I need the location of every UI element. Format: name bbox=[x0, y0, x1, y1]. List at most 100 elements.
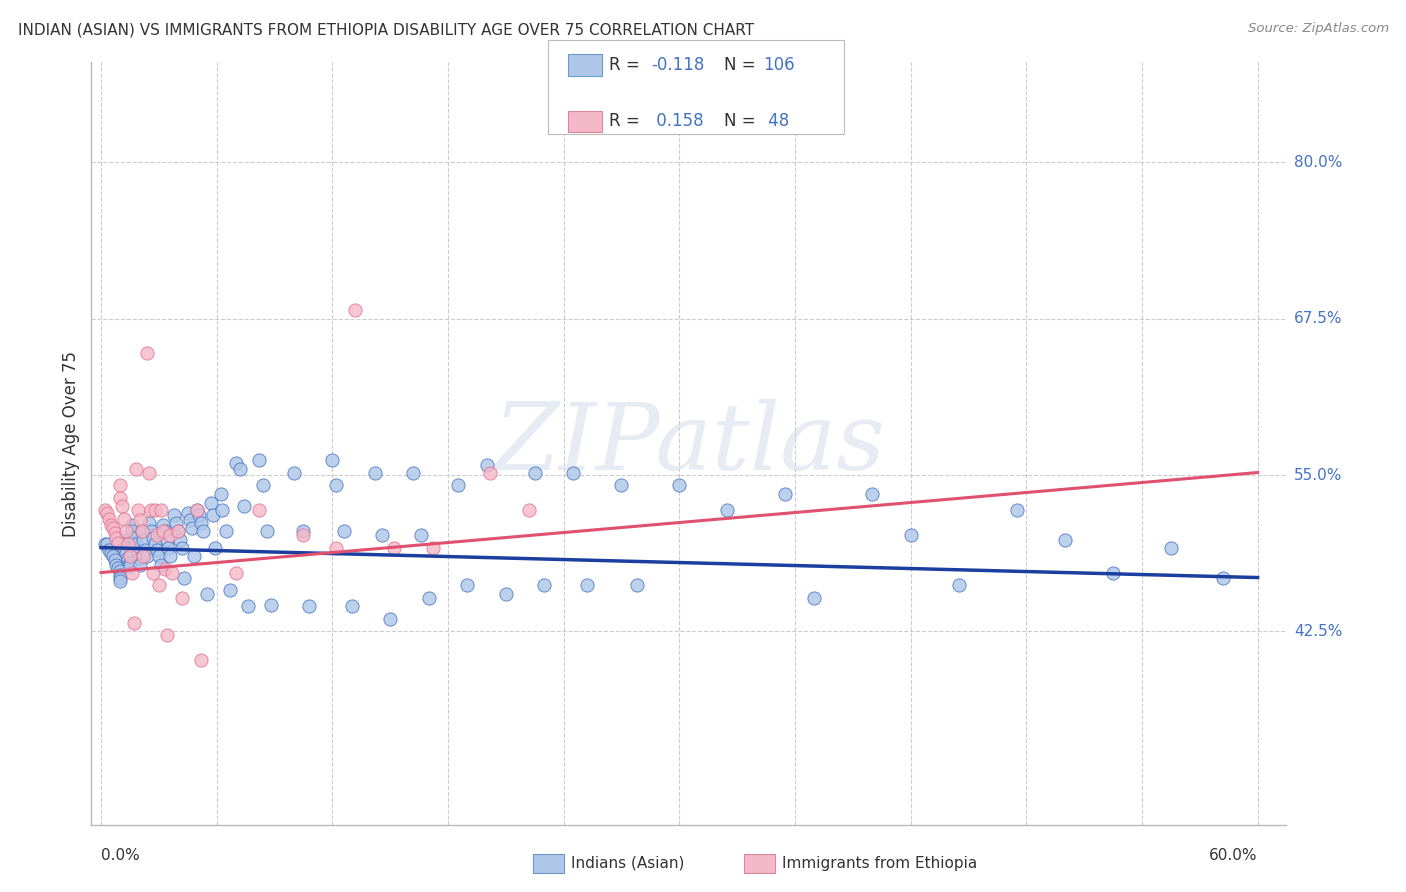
Point bbox=[446, 478, 468, 492]
Point bbox=[115, 545, 138, 559]
Point bbox=[153, 524, 176, 539]
Point bbox=[153, 562, 176, 576]
Point bbox=[201, 508, 224, 522]
Point bbox=[402, 466, 425, 480]
Point bbox=[149, 558, 172, 572]
Text: Immigrants from Ethiopia: Immigrants from Ethiopia bbox=[782, 856, 977, 871]
Point bbox=[803, 591, 825, 605]
Point bbox=[94, 503, 117, 517]
Point bbox=[152, 524, 174, 539]
Point bbox=[117, 537, 139, 551]
Point bbox=[252, 478, 274, 492]
Point bbox=[167, 524, 190, 539]
Point bbox=[344, 303, 367, 318]
Point bbox=[112, 537, 135, 551]
Point bbox=[1005, 503, 1028, 517]
Point bbox=[409, 528, 432, 542]
Y-axis label: Disability Age Over 75: Disability Age Over 75 bbox=[62, 351, 80, 537]
Point bbox=[333, 524, 356, 539]
Point bbox=[517, 503, 540, 517]
Point bbox=[283, 466, 305, 480]
Point bbox=[118, 549, 141, 564]
Point bbox=[138, 516, 160, 530]
Point bbox=[112, 541, 135, 555]
Point bbox=[107, 535, 129, 549]
Point bbox=[121, 518, 143, 533]
Point bbox=[169, 533, 191, 547]
Point bbox=[475, 458, 498, 472]
Point bbox=[177, 506, 200, 520]
Point bbox=[122, 615, 145, 630]
Point bbox=[259, 598, 281, 612]
Point bbox=[142, 566, 165, 580]
Text: 0.158: 0.158 bbox=[651, 112, 703, 130]
Text: -0.118: -0.118 bbox=[651, 56, 704, 74]
Point bbox=[183, 549, 205, 564]
Text: N =: N = bbox=[724, 112, 761, 130]
Point bbox=[256, 524, 278, 539]
Point bbox=[110, 574, 132, 589]
Text: INDIAN (ASIAN) VS IMMIGRANTS FROM ETHIOPIA DISABILITY AGE OVER 75 CORRELATION CH: INDIAN (ASIAN) VS IMMIGRANTS FROM ETHIOP… bbox=[18, 22, 755, 37]
Text: 55.0%: 55.0% bbox=[1294, 467, 1343, 483]
Point bbox=[1102, 566, 1125, 580]
Point bbox=[110, 564, 132, 578]
Point bbox=[121, 524, 143, 539]
Point bbox=[860, 487, 883, 501]
Text: Source: ZipAtlas.com: Source: ZipAtlas.com bbox=[1249, 22, 1389, 36]
Point bbox=[138, 466, 160, 480]
Point bbox=[292, 528, 315, 542]
Point bbox=[162, 566, 184, 580]
Point bbox=[173, 570, 195, 584]
Point bbox=[118, 559, 141, 574]
Point bbox=[142, 531, 165, 545]
Point bbox=[97, 543, 120, 558]
Point bbox=[96, 537, 118, 551]
Point bbox=[152, 518, 174, 533]
Point bbox=[132, 549, 155, 564]
Point bbox=[111, 533, 134, 547]
Point bbox=[188, 508, 211, 522]
Point bbox=[325, 541, 347, 555]
Point bbox=[668, 478, 690, 492]
Point bbox=[626, 578, 648, 592]
Point bbox=[163, 508, 186, 522]
Point bbox=[101, 549, 124, 564]
Point bbox=[132, 533, 155, 547]
Point bbox=[117, 550, 139, 565]
Point bbox=[456, 578, 478, 592]
Text: Indians (Asian): Indians (Asian) bbox=[571, 856, 685, 871]
Text: 67.5%: 67.5% bbox=[1294, 311, 1343, 326]
Point bbox=[215, 524, 238, 539]
Point bbox=[110, 568, 132, 582]
Point bbox=[533, 578, 555, 592]
Point bbox=[143, 503, 166, 517]
Point bbox=[105, 531, 128, 545]
Point bbox=[155, 628, 177, 642]
Point bbox=[128, 550, 150, 565]
Point bbox=[321, 453, 343, 467]
Text: 60.0%: 60.0% bbox=[1209, 847, 1257, 863]
Point bbox=[149, 503, 172, 517]
Point bbox=[219, 582, 242, 597]
Point bbox=[1160, 541, 1182, 555]
Point bbox=[115, 524, 138, 539]
Point bbox=[211, 503, 233, 517]
Point bbox=[128, 513, 150, 527]
Point bbox=[110, 478, 132, 492]
Point bbox=[94, 537, 117, 551]
Point bbox=[141, 503, 162, 517]
Point bbox=[186, 503, 208, 517]
Point bbox=[157, 541, 180, 555]
Point bbox=[378, 612, 402, 626]
Point bbox=[232, 500, 254, 514]
Point bbox=[200, 495, 222, 509]
Point bbox=[900, 528, 922, 542]
Point bbox=[340, 599, 363, 614]
Text: 42.5%: 42.5% bbox=[1294, 624, 1343, 639]
Point bbox=[165, 516, 187, 530]
Point bbox=[193, 524, 215, 539]
Point bbox=[110, 570, 132, 584]
Point bbox=[110, 491, 132, 505]
Point bbox=[523, 466, 546, 480]
Point bbox=[170, 541, 193, 555]
